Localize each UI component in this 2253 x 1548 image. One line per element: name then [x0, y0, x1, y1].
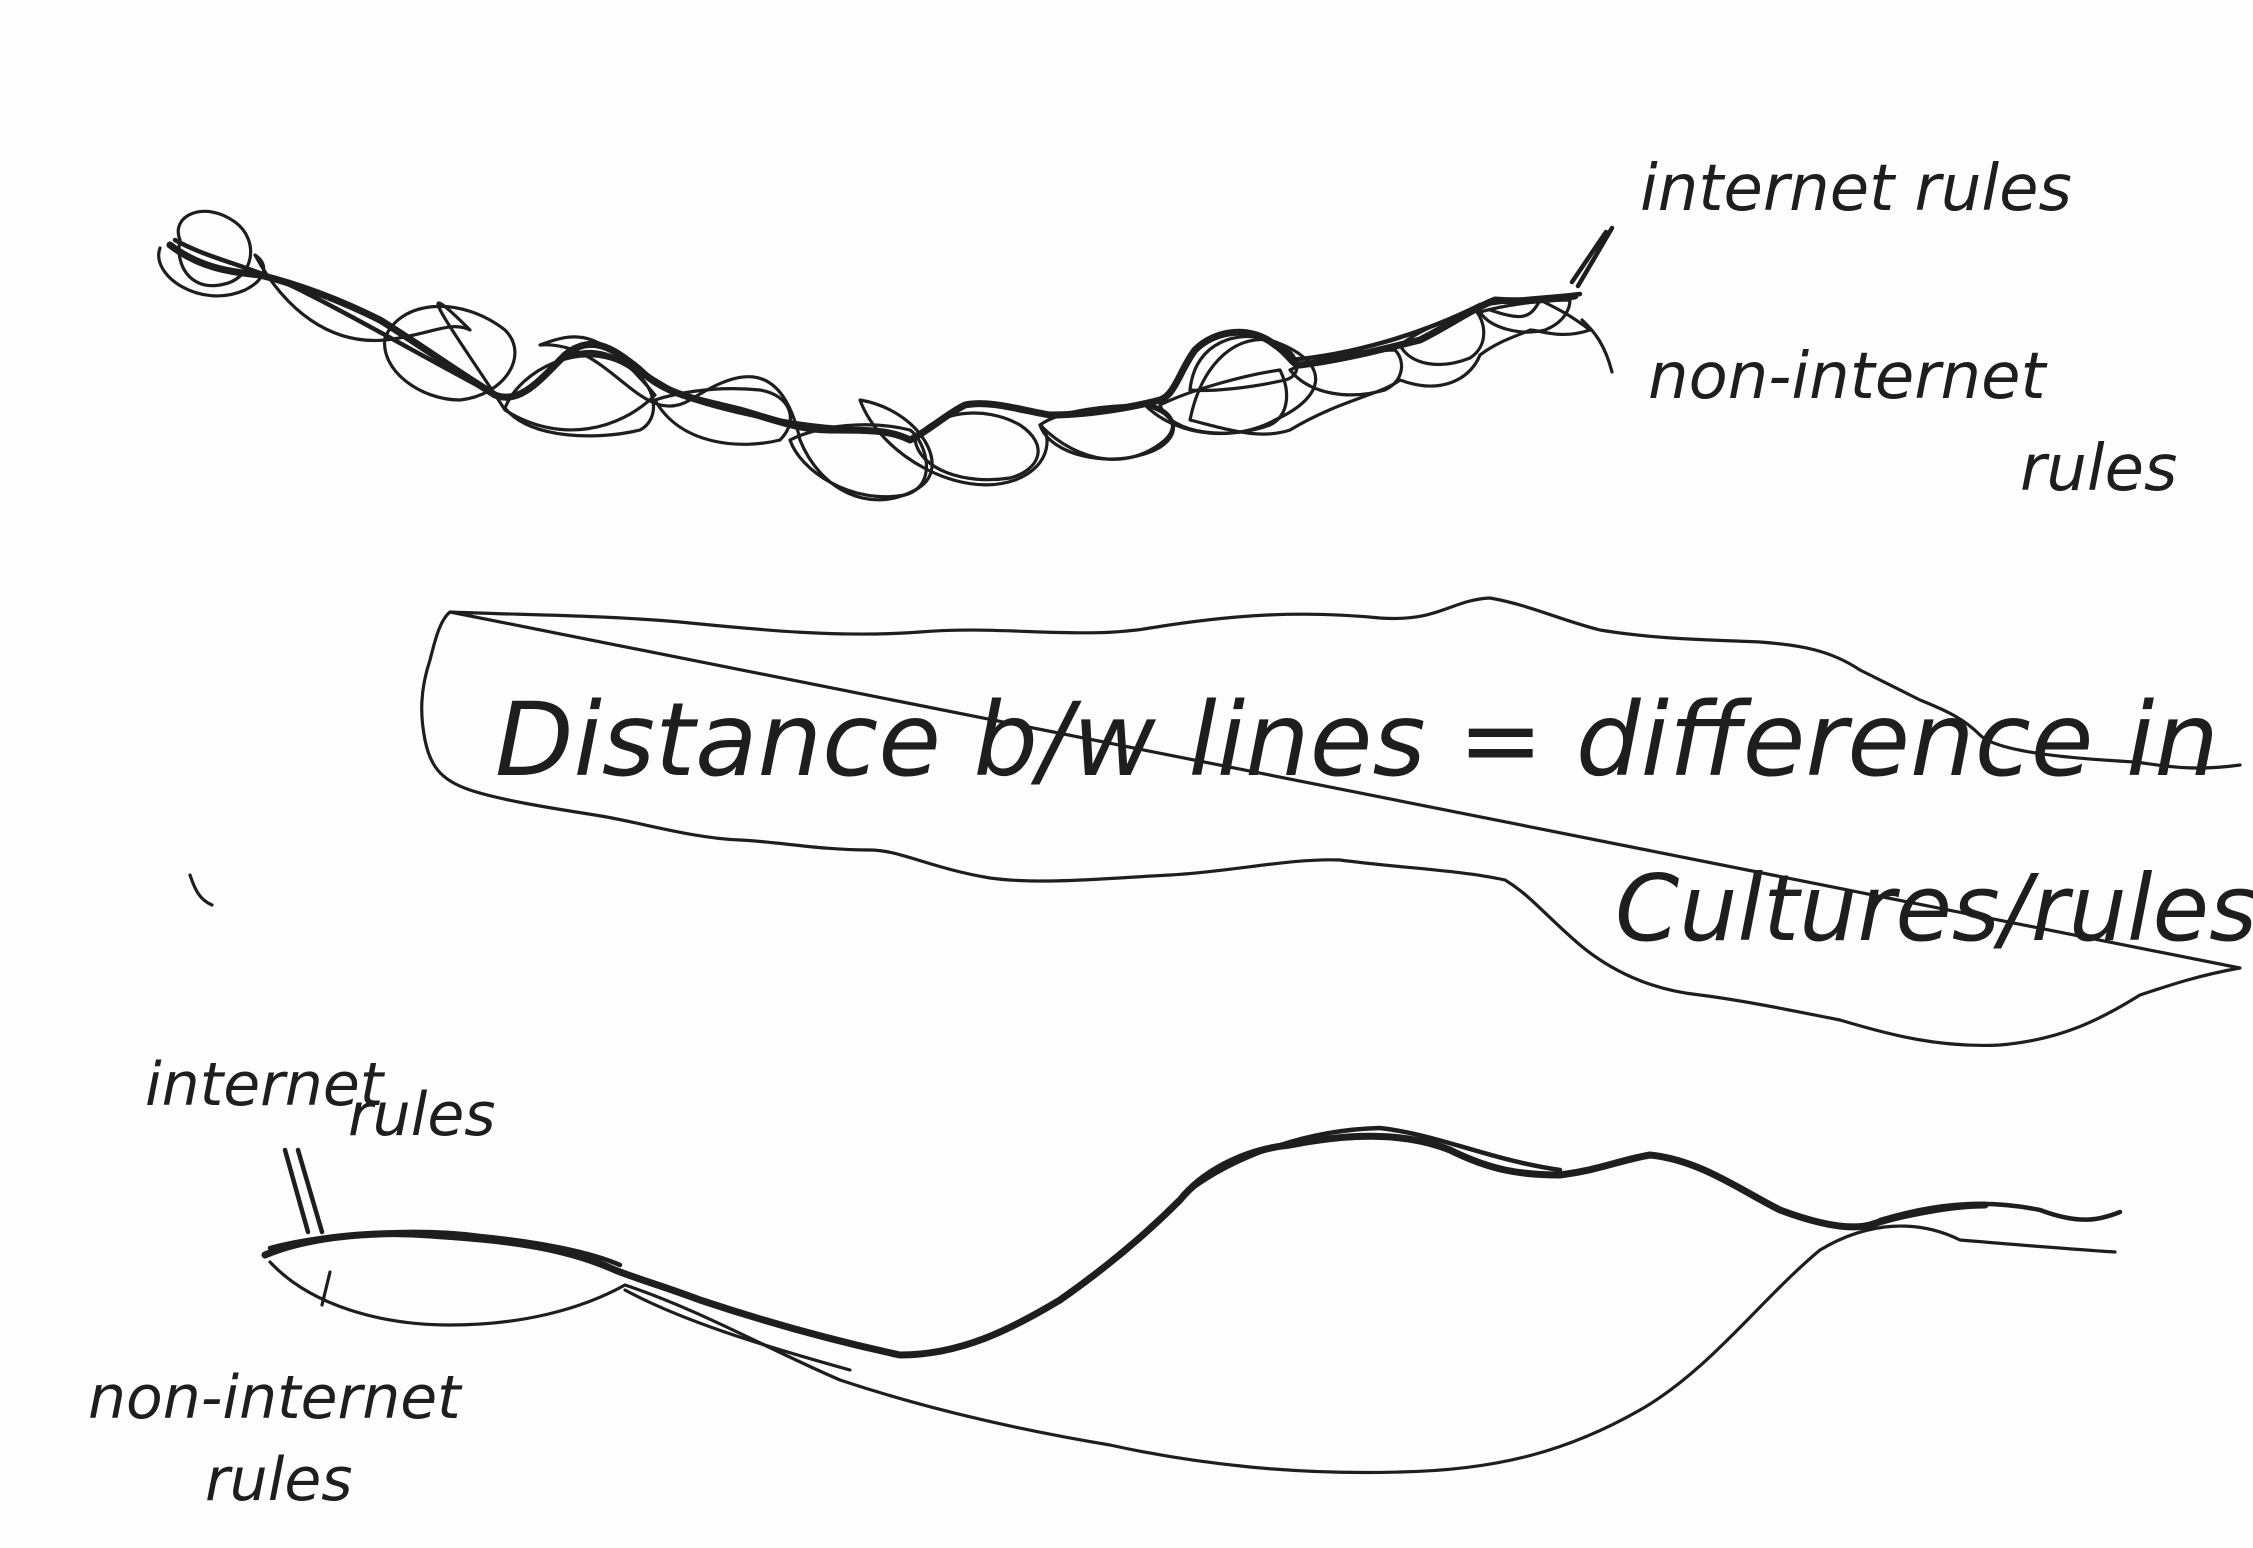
top-diagram: internet rules non-internet rules	[157, 152, 2177, 506]
top-loop-9	[1188, 334, 1299, 393]
top-label-rules: rules	[2020, 432, 2177, 506]
bottom-diagram: internet rules non-internet rules	[88, 1050, 2123, 1515]
top-loop-1	[176, 209, 253, 288]
bottom-internet-rules-line	[261, 1132, 1989, 1359]
top-loop-6	[913, 411, 1040, 482]
top-loop-4	[653, 387, 792, 446]
bottom-non-internet-rules-line	[268, 1224, 2117, 1475]
top-non-internet-pointer	[1580, 318, 1614, 374]
callout-cloud: Distance b/w lines = difference in Cultu…	[420, 596, 2253, 1048]
bottom-internet-rules-line-overstroke	[267, 1125, 2123, 1268]
callout-outline	[420, 596, 2242, 1048]
bottom-label-rules-lower: rules	[205, 1445, 353, 1515]
top-loop-8	[1158, 368, 1289, 435]
top-label-internet-rules: internet rules	[1640, 152, 2072, 226]
callout-text-line1: Distance b/w lines = difference in	[495, 681, 2219, 800]
top-internet-rules-line-overstroke	[172, 237, 1583, 431]
top-loop-5	[788, 423, 929, 499]
top-internet-rules-line	[166, 241, 1579, 444]
top-internet-pointer	[1569, 225, 1615, 289]
bottom-label-non-internet: non-internet	[88, 1363, 463, 1433]
bottom-non-internet-hump	[623, 1288, 852, 1372]
bottom-label-internet: internet	[145, 1050, 386, 1120]
top-loop-3	[503, 354, 656, 438]
bottom-internet-pointer	[282, 1147, 325, 1235]
top-loop-11	[1398, 308, 1486, 366]
bottom-label-rules-upper: rules	[348, 1080, 496, 1150]
stray-pen-mark	[188, 873, 214, 907]
callout-text-line2: Cultures/rules	[1615, 855, 2253, 962]
bottom-non-internet-pointer	[320, 1270, 332, 1307]
top-label-non-internet: non-internet	[1648, 340, 2048, 414]
top-non-internet-rules-line	[157, 246, 1592, 502]
top-loop-2	[383, 304, 517, 402]
